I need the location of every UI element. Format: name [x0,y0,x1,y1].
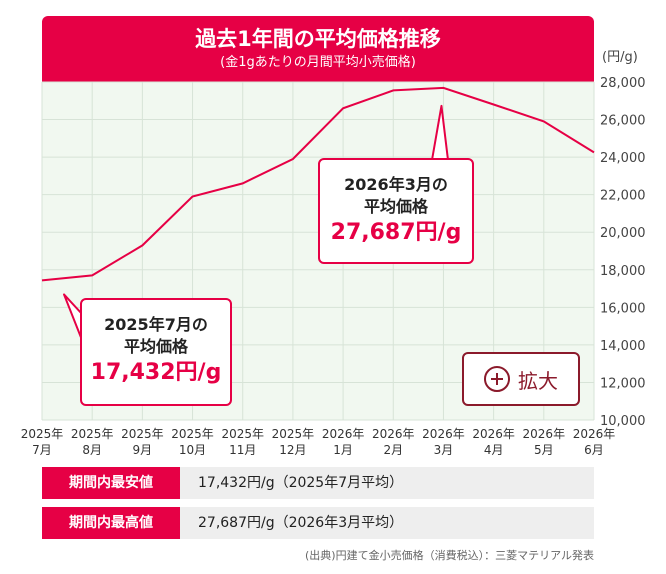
y-tick-label: 26,000 [600,114,646,129]
x-tick-label: 2025年 [272,427,315,441]
x-tick-label: 2025年 [21,427,64,441]
x-tick-label: 2025年 [221,427,264,441]
chart-subtitle: (金1gあたりの月間平均小売価格) [220,55,416,70]
x-tick-label: 5月 [534,443,554,457]
y-axis-ticks: 10,000 12,000 14,000 16,000 18,000 20,000 22,0… [600,76,646,429]
series-line [41,86,595,282]
stat-min-row: 期間内最安値 17,432円/g（2025年7月平均） [42,467,594,499]
y-tick-label: 20,000 [600,226,646,241]
x-tick-label: 2025年 [121,427,164,441]
x-tick-label: 4月 [484,443,504,457]
zoom-label: 拡大 [518,368,558,393]
x-tick-label: 2026年 [472,427,515,441]
stat-max-row: 期間内最高値 27,687円/g（2026年3月平均） [42,507,594,539]
chart-header: 過去1年間の平均価格推移 (金1gあたりの月間平均小売価格) [42,16,594,82]
x-tick-label: 7月 [32,443,52,457]
stat-min-label: 期間内最安値 [42,467,180,499]
plus-circle-icon [484,366,510,392]
gridlines [41,81,595,421]
x-tick-label: 2026年 [422,427,465,441]
callout-min-value: 17,432円/g [90,360,222,385]
callout-max-value: 27,687円/g [330,220,462,245]
x-tick-label: 2026年 [322,427,365,441]
unit-label: (円/g) [602,50,638,65]
y-tick-label: 22,000 [600,189,646,204]
y-tick-label: 14,000 [600,339,646,354]
y-tick-label: 24,000 [600,151,646,166]
callout-min-price: 2025年7月の 平均価格 17,432円/g [80,298,232,406]
callout-max-line1: 2026年3月の [344,175,448,194]
x-tick-label: 8月 [82,443,102,457]
zoom-button[interactable]: 拡大 [462,352,580,406]
y-tick-label: 18,000 [600,264,646,279]
y-tick-label: 12,000 [600,376,646,391]
x-tick-label: 2025年 [71,427,114,441]
source-note: (出典)円建て金小売価格（消費税込）：三菱マテリアル発表 [305,549,594,562]
x-tick-label: 1月 [333,443,353,457]
x-tick-label: 12月 [279,443,306,457]
x-tick-label: 6月 [584,443,604,457]
y-tick-label: 16,000 [600,301,646,316]
stat-min-value: 17,432円/g（2025年7月平均） [180,467,594,499]
callout-min-line1: 2025年7月の [104,315,208,334]
x-tick-label: 2026年 [372,427,415,441]
y-tick-label: 10,000 [600,414,646,429]
x-tick-label: 2026年 [523,427,566,441]
stat-max-label: 期間内最高値 [42,507,180,539]
x-tick-label: 2月 [383,443,403,457]
callout-min-line2: 平均価格 [123,337,188,356]
stat-max-value: 27,687円/g（2026年3月平均） [180,507,594,539]
x-axis-ticks: 2025年 7月 2025年 8月 2025年 9月 2025年 10月 2025年 11月 202… [21,427,616,457]
x-tick-label: 10月 [179,443,206,457]
x-tick-label: 11月 [229,443,256,457]
callout-max-line2: 平均価格 [363,197,428,216]
x-tick-label: 3月 [434,443,454,457]
callout-max-price: 2026年3月の 平均価格 27,687円/g [318,158,474,264]
x-tick-label: 2026年 [573,427,616,441]
x-tick-label: 2025年 [171,427,214,441]
y-tick-label: 28,000 [600,76,646,91]
chart-title: 過去1年間の平均価格推移 [195,27,441,51]
x-tick-label: 9月 [133,443,153,457]
